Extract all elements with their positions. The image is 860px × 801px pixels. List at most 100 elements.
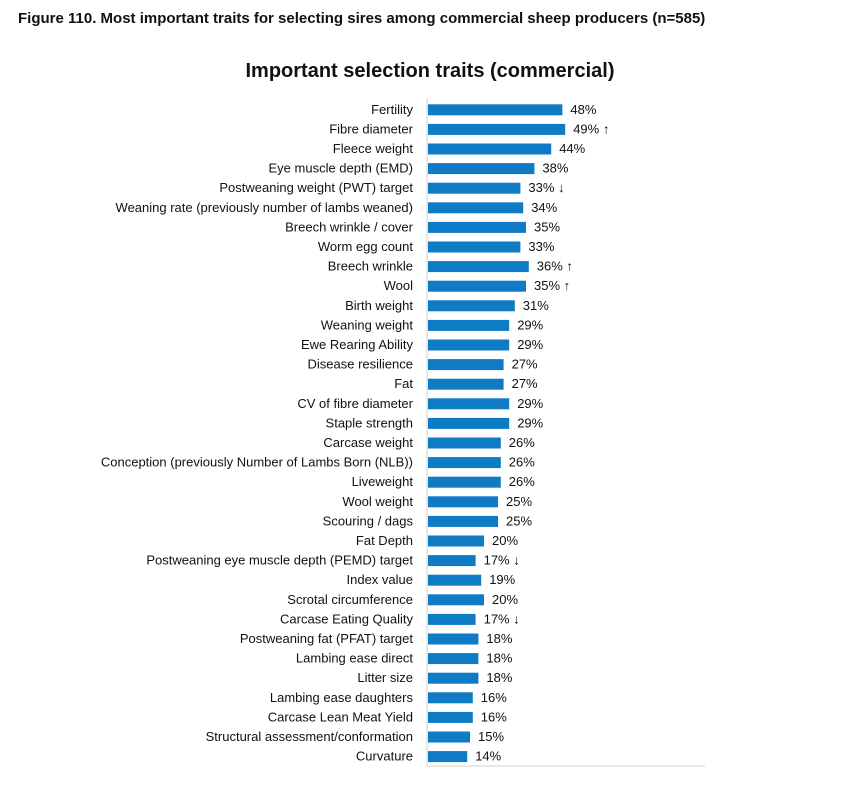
value-label: 18%	[486, 670, 512, 685]
bar	[428, 261, 529, 273]
bar	[428, 202, 524, 214]
category-label: Breech wrinkle / cover	[285, 219, 414, 234]
bars-group: Fertility 48% Fibre diameter 49% ↑ Fleece we…	[101, 102, 609, 764]
category-label: Scouring / dags	[323, 513, 414, 528]
value-label: 20%	[492, 533, 518, 548]
category-label: Breech wrinkle	[328, 259, 413, 274]
value-label: 26%	[509, 455, 535, 470]
value-label: 17% ↓	[484, 553, 520, 568]
category-label: Postweaning eye muscle depth (PEMD) targ…	[146, 553, 413, 568]
bar	[428, 339, 510, 351]
value-label: 18%	[486, 651, 512, 666]
bar	[428, 672, 479, 684]
bar	[428, 359, 504, 371]
category-label: Fertility	[371, 102, 413, 117]
value-label: 48%	[570, 102, 596, 117]
value-label: 29%	[517, 337, 543, 352]
value-label: 25%	[506, 494, 532, 509]
value-label: 16%	[481, 709, 507, 724]
bar	[428, 143, 552, 155]
value-label: 18%	[486, 631, 512, 646]
category-label: Fat	[394, 376, 413, 391]
value-label: 17% ↓	[484, 611, 520, 626]
value-label: 36% ↑	[537, 259, 573, 274]
value-label: 31%	[523, 298, 549, 313]
bar	[428, 555, 476, 567]
category-label: Postweaning weight (PWT) target	[219, 180, 413, 195]
category-label: Carcase Eating Quality	[280, 611, 413, 626]
bar	[428, 594, 484, 606]
bar	[428, 378, 504, 390]
value-label: 44%	[559, 141, 585, 156]
value-label: 29%	[517, 317, 543, 332]
bar	[428, 241, 521, 253]
category-label: Lambing ease daughters	[270, 690, 414, 705]
value-label: 29%	[517, 415, 543, 430]
value-label: 20%	[492, 592, 518, 607]
bar	[428, 280, 526, 292]
bar	[428, 417, 510, 429]
value-label: 33% ↓	[528, 180, 564, 195]
value-label: 34%	[531, 200, 557, 215]
bar	[428, 398, 510, 410]
category-label: Weaning rate (previously number of lambs…	[116, 200, 413, 215]
category-label: Worm egg count	[318, 239, 414, 254]
bar	[428, 104, 563, 116]
value-label: 25%	[506, 513, 532, 528]
bar	[428, 457, 501, 469]
category-label: Weaning weight	[321, 317, 414, 332]
category-label: Wool	[384, 278, 413, 293]
value-label: 49% ↑	[573, 121, 609, 136]
bar	[428, 574, 482, 586]
category-label: Fleece weight	[333, 141, 414, 156]
category-label: Structural assessment/conformation	[206, 729, 413, 744]
category-label: CV of fibre diameter	[297, 396, 413, 411]
category-label: Scrotal circumference	[287, 592, 413, 607]
bar	[428, 163, 535, 175]
value-label: 15%	[478, 729, 504, 744]
value-label: 14%	[475, 749, 501, 764]
category-label: Eye muscle depth (EMD)	[269, 161, 414, 176]
category-label: Conception (previously Number of Lambs B…	[101, 455, 413, 470]
bar	[428, 653, 479, 665]
category-label: Liveweight	[352, 474, 414, 489]
category-label: Lambing ease direct	[296, 651, 413, 666]
bar	[428, 692, 473, 704]
category-label: Birth weight	[345, 298, 413, 313]
chart-title: Important selection traits (commercial)	[245, 60, 615, 82]
bar	[428, 300, 515, 312]
category-label: Ewe Rearing Ability	[301, 337, 413, 352]
value-label: 19%	[489, 572, 515, 587]
value-label: 38%	[542, 161, 568, 176]
category-label: Litter size	[357, 670, 413, 685]
category-label: Wool weight	[342, 494, 413, 509]
bar	[428, 751, 468, 763]
value-label: 33%	[528, 239, 554, 254]
category-label: Disease resilience	[308, 357, 414, 372]
bar	[428, 711, 473, 723]
bar	[428, 515, 498, 527]
category-label: Curvature	[356, 749, 413, 764]
value-label: 35%	[534, 219, 560, 234]
bar	[428, 535, 484, 547]
category-label: Index value	[347, 572, 414, 587]
value-label: 27%	[512, 376, 538, 391]
category-label: Staple strength	[326, 415, 413, 430]
bar	[428, 319, 510, 331]
bar	[428, 613, 476, 625]
bar	[428, 123, 566, 135]
category-label: Fibre diameter	[329, 121, 413, 136]
value-label: 35% ↑	[534, 278, 570, 293]
value-label: 16%	[481, 690, 507, 705]
bar	[428, 496, 498, 508]
bar	[428, 476, 501, 488]
category-label: Postweaning fat (PFAT) target	[240, 631, 414, 646]
bar	[428, 182, 521, 194]
value-label: 29%	[517, 396, 543, 411]
category-label: Carcase weight	[323, 435, 413, 450]
bar	[428, 633, 479, 645]
bar	[428, 221, 526, 233]
figure-caption: Figure 110. Most important traits for se…	[18, 10, 706, 27]
bar	[428, 731, 470, 743]
